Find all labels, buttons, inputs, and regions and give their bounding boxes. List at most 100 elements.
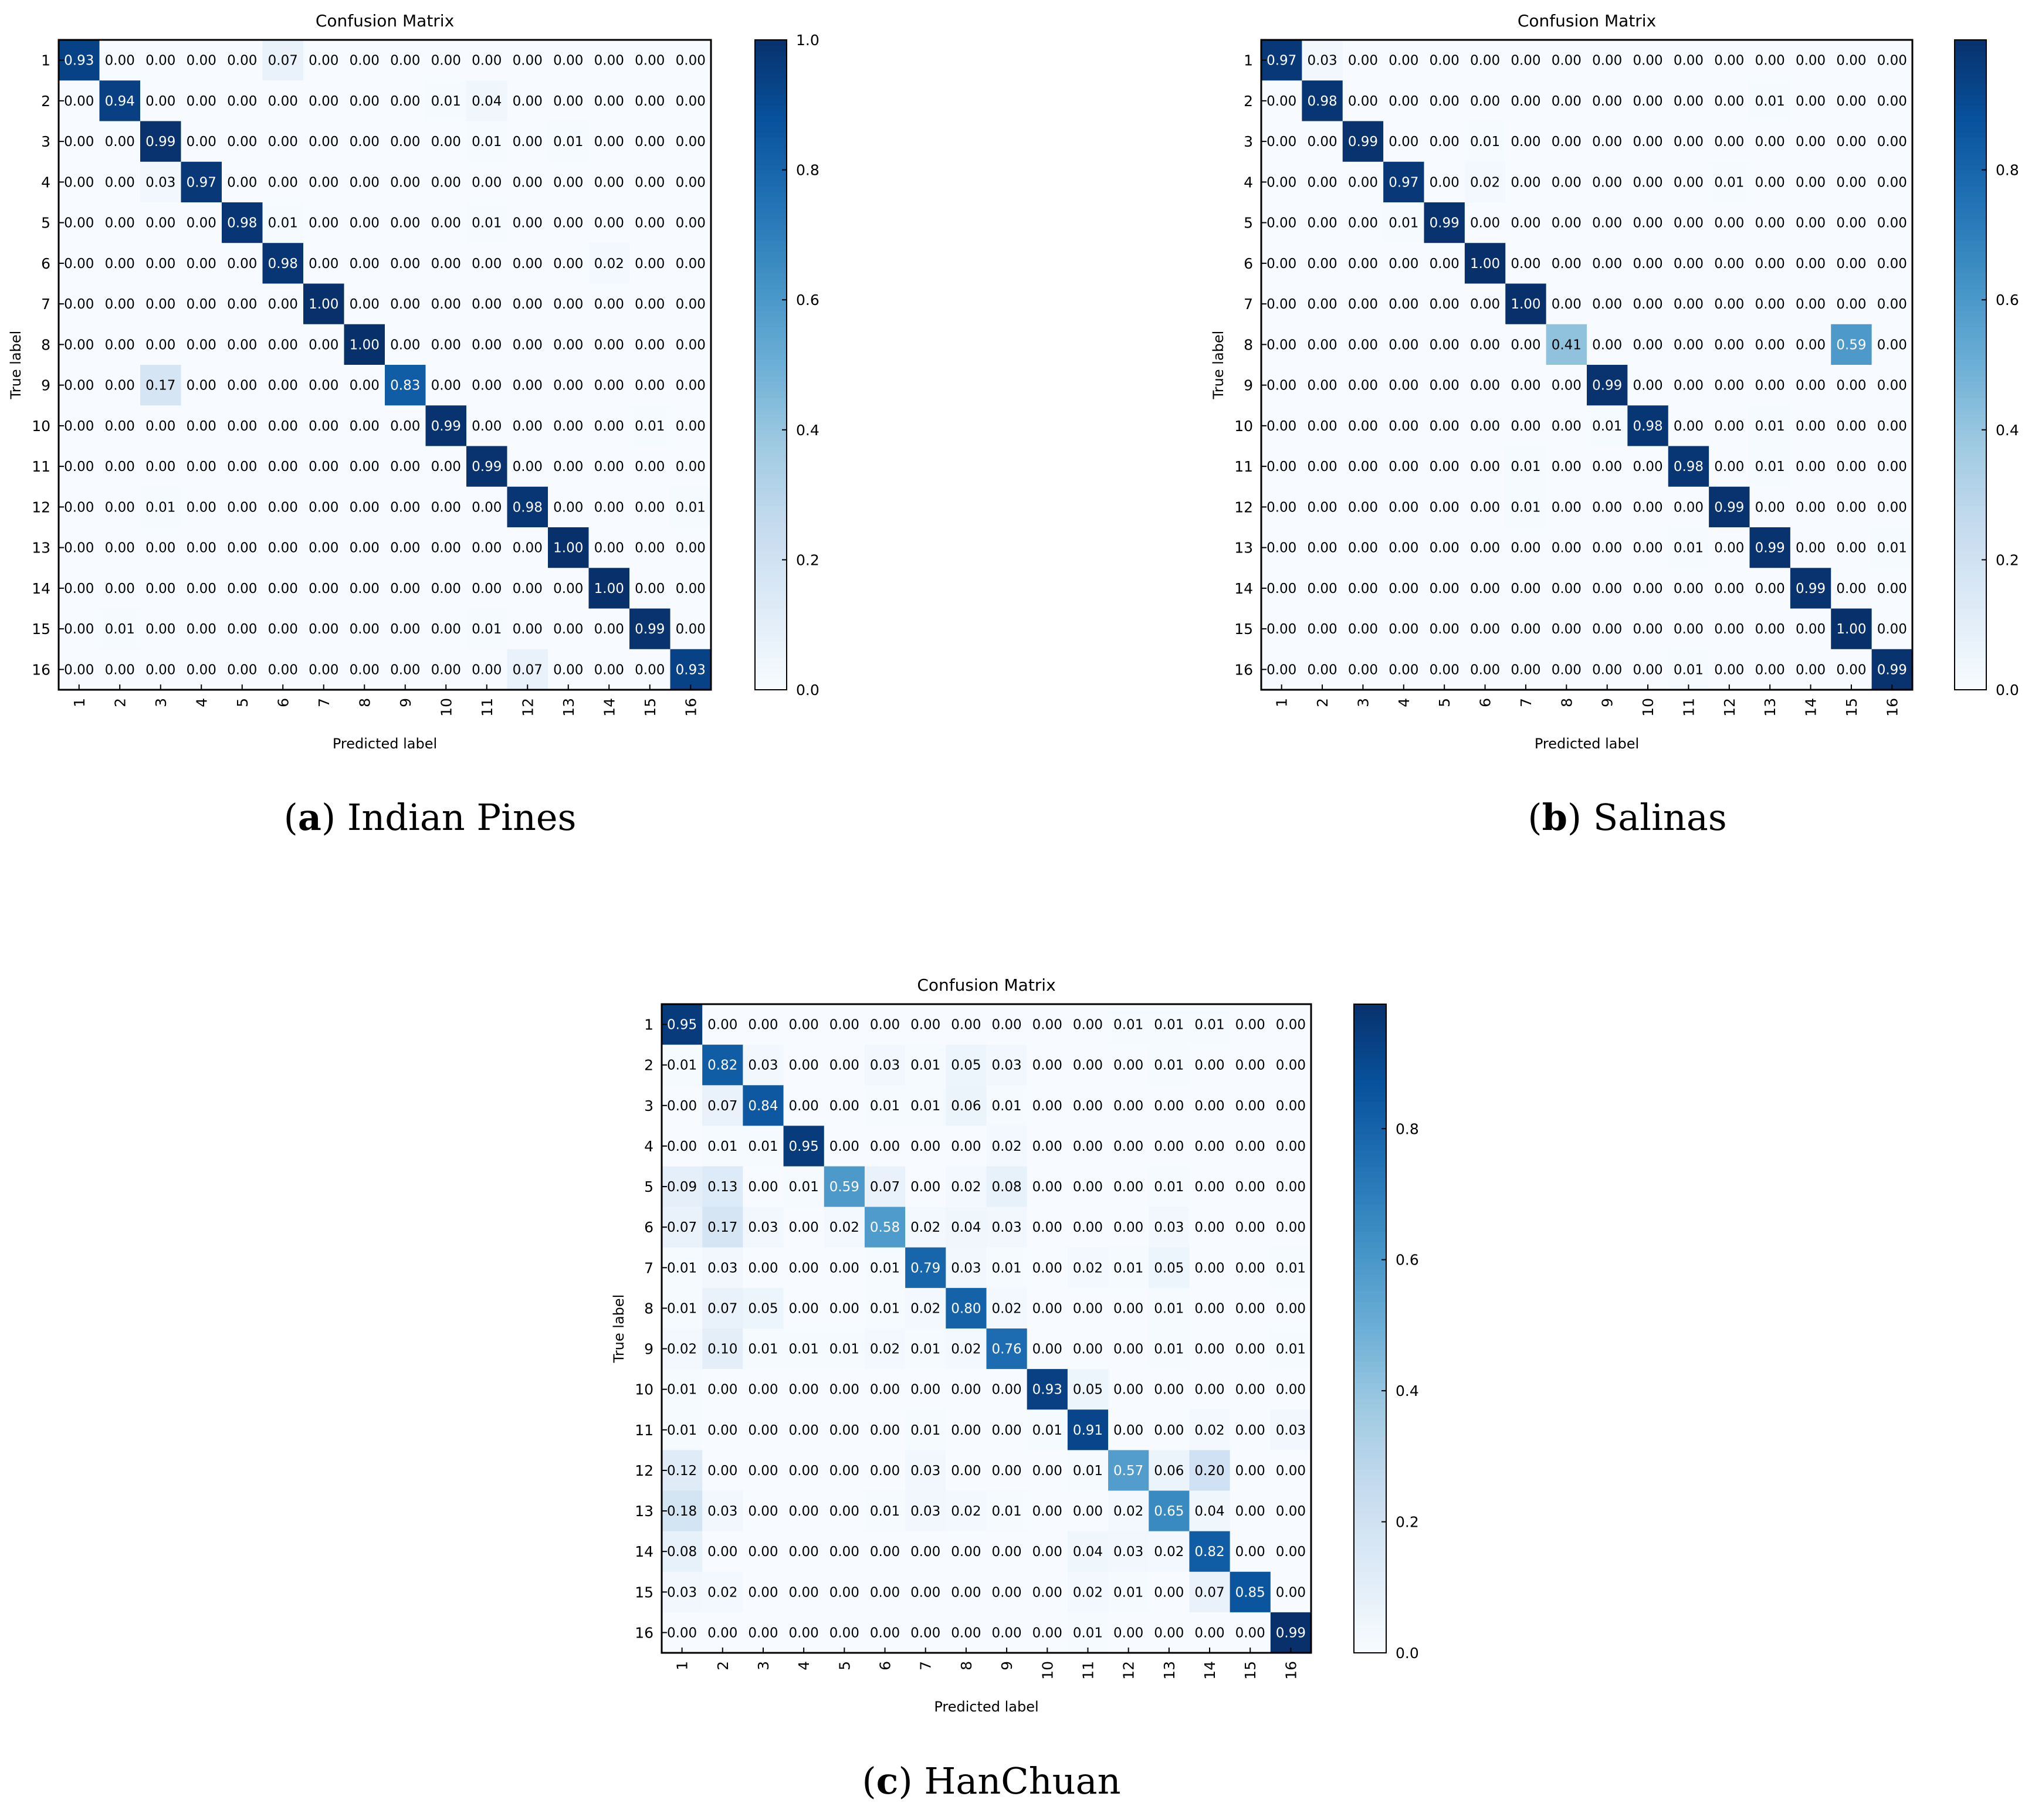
cell-value-label: 0.00 bbox=[667, 1625, 697, 1641]
heatmap-cell bbox=[1546, 161, 1587, 203]
cell-value-label: 0.00 bbox=[268, 134, 298, 150]
colorbar-gradient-step bbox=[755, 208, 787, 214]
heatmap-cell bbox=[303, 405, 345, 447]
heatmap-cell bbox=[1627, 405, 1669, 447]
x-tick-label: 14 bbox=[601, 698, 618, 717]
heatmap-cell bbox=[507, 608, 548, 650]
heatmap-cell bbox=[1342, 527, 1384, 568]
heatmap-cell bbox=[662, 1166, 703, 1208]
cell-value-label: 0.00 bbox=[1714, 337, 1744, 353]
heatmap-cell bbox=[905, 1045, 946, 1086]
colorbar-gradient-step bbox=[755, 603, 787, 609]
cell-value-label: 0.01 bbox=[667, 1423, 697, 1438]
cell-value-label: 0.01 bbox=[1511, 459, 1540, 475]
cell-value-label: 0.00 bbox=[64, 94, 94, 109]
heatmap-cell bbox=[905, 1490, 946, 1532]
heatmap-cell bbox=[1871, 40, 1913, 81]
cell-value-label: 0.00 bbox=[1714, 459, 1744, 475]
heatmap-cell bbox=[783, 1531, 825, 1572]
heatmap-cell bbox=[385, 121, 426, 162]
colorbar-gradient-step bbox=[1955, 408, 1986, 414]
heatmap-cell bbox=[344, 446, 385, 487]
heatmap-cell bbox=[1790, 121, 1831, 162]
chart-title: Confusion Matrix bbox=[1518, 11, 1656, 30]
heatmap-cell bbox=[140, 283, 182, 325]
cell-value-label: 0.00 bbox=[951, 1423, 981, 1438]
cell-value-label: 0.00 bbox=[1235, 1220, 1265, 1235]
cell-value-label: 0.00 bbox=[1877, 419, 1907, 434]
colorbar-gradient-step bbox=[1955, 640, 1986, 647]
caption-letter: b bbox=[1542, 796, 1567, 839]
x-axis-label: Predicted label bbox=[333, 736, 437, 752]
heatmap-cell bbox=[1505, 161, 1547, 203]
heatmap-cell bbox=[1587, 446, 1628, 487]
colorbar-gradient-step bbox=[1955, 186, 1986, 192]
cell-value-label: 0.02 bbox=[1113, 1504, 1143, 1519]
heatmap-cell bbox=[1627, 365, 1669, 406]
heatmap-cell bbox=[181, 161, 222, 203]
heatmap-cell bbox=[824, 1206, 865, 1248]
heatmap-cell bbox=[670, 649, 712, 690]
x-tick-label: 3 bbox=[153, 698, 170, 707]
cell-value-label: 0.00 bbox=[1348, 622, 1378, 637]
colorbar-gradient-step bbox=[1354, 1404, 1386, 1411]
cell-value-label: 0.41 bbox=[1552, 337, 1582, 353]
heatmap-cell bbox=[181, 324, 222, 365]
heatmap-cell bbox=[864, 1004, 906, 1045]
colorbar-frame bbox=[1353, 1004, 1387, 1653]
x-tick-label: 16 bbox=[1282, 1661, 1299, 1680]
heatmap-cell bbox=[1627, 568, 1669, 609]
x-tick-label: 2 bbox=[111, 698, 128, 707]
cell-value-label: 0.00 bbox=[635, 459, 665, 475]
cell-value-label: 0.00 bbox=[1633, 53, 1662, 69]
heatmap-cell bbox=[1067, 1126, 1109, 1167]
colorbar-gradient-step bbox=[1955, 94, 1986, 100]
colorbar-gradient-step bbox=[1955, 175, 1986, 181]
heatmap-cell bbox=[507, 283, 548, 325]
heatmap-cell bbox=[1709, 649, 1750, 690]
cell-value-label: 0.01 bbox=[910, 1058, 940, 1073]
cell-value-label: 0.00 bbox=[390, 216, 420, 231]
colorbar-gradient-step bbox=[1354, 1496, 1386, 1502]
heatmap-cell bbox=[986, 1126, 1028, 1167]
x-tick-label: 11 bbox=[1680, 698, 1697, 717]
heatmap-cell bbox=[1505, 243, 1547, 284]
colorbar-gradient-step bbox=[1955, 294, 1986, 300]
heatmap-cell bbox=[425, 405, 467, 447]
heatmap-cell bbox=[181, 121, 222, 162]
heatmap-cell bbox=[588, 121, 630, 162]
cell-value-label: 0.00 bbox=[268, 175, 298, 190]
heatmap-cell bbox=[1230, 1287, 1271, 1329]
heatmap-cell bbox=[99, 365, 141, 406]
heatmap-cell bbox=[1149, 1166, 1190, 1208]
cell-value-label: 0.00 bbox=[431, 134, 461, 150]
cell-value-label: 0.01 bbox=[748, 1342, 778, 1357]
heatmap-cell bbox=[425, 568, 467, 609]
cell-value-label: 0.01 bbox=[472, 622, 502, 637]
colorbar-gradient-step bbox=[755, 614, 787, 620]
colorbar-gradient-step bbox=[755, 598, 787, 604]
cell-value-label: 0.00 bbox=[350, 541, 380, 556]
cell-value-label: 0.00 bbox=[1307, 378, 1337, 394]
cell-value-label: 0.00 bbox=[1235, 1139, 1265, 1154]
heatmap-cell bbox=[662, 1612, 703, 1653]
colorbar-gradient-step bbox=[1354, 1177, 1386, 1183]
cell-value-label: 0.00 bbox=[1755, 500, 1785, 515]
heatmap-cell bbox=[1383, 161, 1425, 203]
heatmap-cell bbox=[181, 527, 222, 568]
cell-value-label: 0.00 bbox=[1113, 1301, 1143, 1316]
cell-value-label: 0.65 bbox=[1154, 1504, 1184, 1519]
cell-value-label: 0.00 bbox=[1633, 337, 1662, 353]
heatmap-cell bbox=[222, 446, 263, 487]
heatmap-cell bbox=[466, 446, 508, 487]
heatmap-cell bbox=[743, 1287, 784, 1329]
cell-value-label: 0.00 bbox=[1470, 337, 1500, 353]
heatmap-cell bbox=[1270, 1085, 1312, 1126]
heatmap-cell bbox=[303, 365, 345, 406]
cell-value-label: 0.00 bbox=[1592, 94, 1622, 109]
colorbar-gradient-step bbox=[1955, 126, 1986, 133]
heatmap-cell bbox=[303, 608, 345, 650]
cell-value-label: 0.00 bbox=[1592, 541, 1622, 556]
cell-value-label: 0.00 bbox=[1714, 622, 1744, 637]
cell-value-label: 0.00 bbox=[635, 175, 665, 190]
